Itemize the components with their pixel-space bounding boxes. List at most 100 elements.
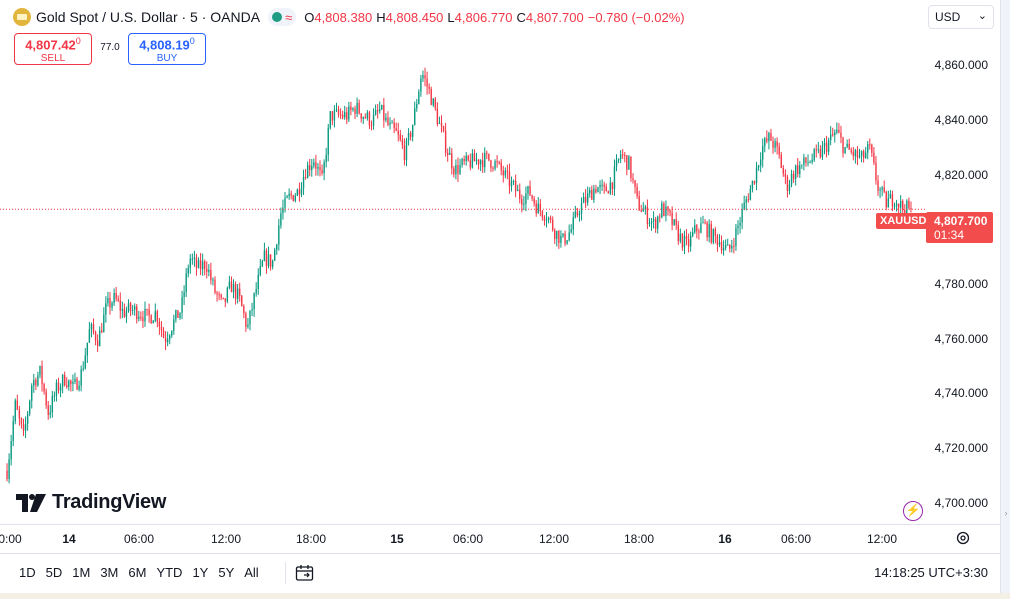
candle-body bbox=[309, 165, 311, 171]
candle-body bbox=[516, 189, 519, 192]
candlestick-chart[interactable] bbox=[0, 0, 926, 524]
ohlc-change: −0.780 (−0.02%) bbox=[587, 9, 685, 25]
ohlc-low: L4,806.770 bbox=[447, 9, 513, 25]
candle-body bbox=[710, 224, 712, 243]
candle-body bbox=[827, 140, 830, 152]
candle-body bbox=[243, 306, 245, 314]
price-tick-label: 4,820.000 bbox=[934, 167, 988, 182]
candle-body bbox=[669, 210, 671, 213]
candle-body bbox=[471, 153, 474, 168]
candle-body bbox=[801, 164, 803, 166]
candle-body bbox=[877, 180, 879, 191]
candle-body bbox=[819, 149, 822, 157]
candle-body bbox=[716, 235, 719, 245]
candle-body bbox=[825, 142, 828, 152]
candle-body bbox=[694, 225, 696, 233]
candle-body bbox=[327, 127, 329, 155]
candle-body bbox=[57, 382, 60, 391]
tradingview-logo[interactable]: TradingView bbox=[16, 491, 166, 514]
range-button-5d[interactable]: 5D bbox=[45, 565, 63, 580]
range-button-ytd[interactable]: YTD bbox=[156, 565, 183, 580]
candle-body bbox=[519, 189, 521, 199]
buy-button[interactable]: 4,808.190 BUY bbox=[128, 33, 206, 65]
candle-body bbox=[731, 245, 733, 249]
market-status-pill[interactable]: ≈ bbox=[268, 8, 297, 26]
time-axis[interactable]: 0:00 14 06:00 12:00 18:00 15 06:00 12:00 18:00 16… bbox=[0, 524, 1000, 553]
candle-body bbox=[189, 258, 191, 268]
candle-body bbox=[144, 308, 146, 322]
range-button-all[interactable]: All bbox=[244, 565, 259, 580]
candle-body bbox=[881, 187, 883, 190]
price-axis[interactable]: 4,860.0004,840.0004,820.0004,800.0004,78… bbox=[926, 0, 1000, 524]
candle-body bbox=[379, 109, 381, 112]
candle-body bbox=[829, 134, 832, 141]
candle-body bbox=[294, 195, 297, 201]
candle-body bbox=[16, 400, 19, 410]
candle-body bbox=[96, 340, 99, 347]
candle-body bbox=[642, 209, 644, 212]
candle-body bbox=[111, 303, 113, 308]
gear-icon[interactable] bbox=[955, 530, 971, 546]
candle-body bbox=[68, 380, 70, 387]
utc-clock[interactable]: 14:18:25 UTC+3:30 bbox=[874, 565, 988, 580]
range-button-1y[interactable]: 1Y bbox=[192, 565, 209, 580]
candle-body bbox=[807, 162, 809, 164]
candle-body bbox=[90, 324, 93, 330]
candle-body bbox=[247, 324, 249, 327]
range-button-3m[interactable]: 3M bbox=[100, 565, 119, 580]
candle-body bbox=[792, 173, 795, 179]
candle-body bbox=[138, 316, 140, 320]
currency-select[interactable]: USD ⌄ bbox=[928, 5, 994, 29]
sell-price: 4,807.420 bbox=[25, 36, 81, 53]
range-button-1d[interactable]: 1D bbox=[19, 565, 36, 580]
candle-body bbox=[94, 332, 97, 341]
candle-body bbox=[510, 181, 513, 187]
candle-body bbox=[181, 297, 183, 313]
panel-expand-handle[interactable]: › bbox=[1004, 508, 1008, 518]
candle-body bbox=[20, 418, 23, 425]
candle-body bbox=[700, 223, 702, 233]
candle-body bbox=[885, 191, 887, 208]
candle-body bbox=[82, 368, 84, 370]
candle-body bbox=[255, 288, 257, 294]
symbol-title[interactable]: Gold Spot / U.S. Dollar · 5 · OANDA bbox=[36, 9, 261, 25]
sell-label: SELL bbox=[40, 53, 66, 65]
candle-body bbox=[535, 203, 537, 214]
sell-button[interactable]: 4,807.420 SELL bbox=[14, 33, 92, 65]
calendar-goto-icon[interactable] bbox=[295, 564, 315, 582]
candle-body bbox=[724, 244, 727, 248]
candle-body bbox=[729, 244, 731, 249]
candle-body bbox=[533, 198, 535, 204]
candle-body bbox=[718, 242, 721, 245]
candle-body bbox=[150, 315, 152, 324]
range-button-1m[interactable]: 1M bbox=[72, 565, 91, 580]
candle-body bbox=[158, 321, 161, 327]
candle-body bbox=[440, 122, 443, 127]
candle-body bbox=[788, 184, 791, 191]
candle-body bbox=[477, 159, 480, 165]
candle-body bbox=[360, 113, 362, 119]
candle-body bbox=[490, 160, 492, 168]
candle-body bbox=[267, 254, 270, 267]
range-button-6m[interactable]: 6M bbox=[128, 565, 147, 580]
candle-body bbox=[224, 298, 226, 302]
candle-body bbox=[739, 222, 741, 226]
candle-body bbox=[615, 160, 618, 167]
range-button-5y[interactable]: 5Y bbox=[218, 565, 235, 580]
candle-body bbox=[232, 284, 235, 293]
candle-body bbox=[368, 112, 371, 126]
candle-body bbox=[166, 339, 169, 343]
candle-body bbox=[409, 132, 412, 137]
candle-body bbox=[41, 365, 43, 385]
chart-area[interactable]: Gold Spot / U.S. Dollar · 5 · OANDA ≈ O4… bbox=[0, 0, 931, 524]
price-tick-label: 4,700.000 bbox=[934, 495, 988, 510]
candle-body bbox=[541, 211, 544, 218]
candle-body bbox=[319, 167, 321, 171]
candle-body bbox=[815, 149, 817, 151]
flash-icon[interactable]: ⚡ bbox=[903, 501, 923, 521]
candle-body bbox=[374, 110, 377, 115]
candle-body bbox=[393, 122, 395, 129]
candle-body bbox=[778, 146, 780, 155]
candle-body bbox=[683, 236, 686, 248]
candle-body bbox=[626, 155, 628, 170]
